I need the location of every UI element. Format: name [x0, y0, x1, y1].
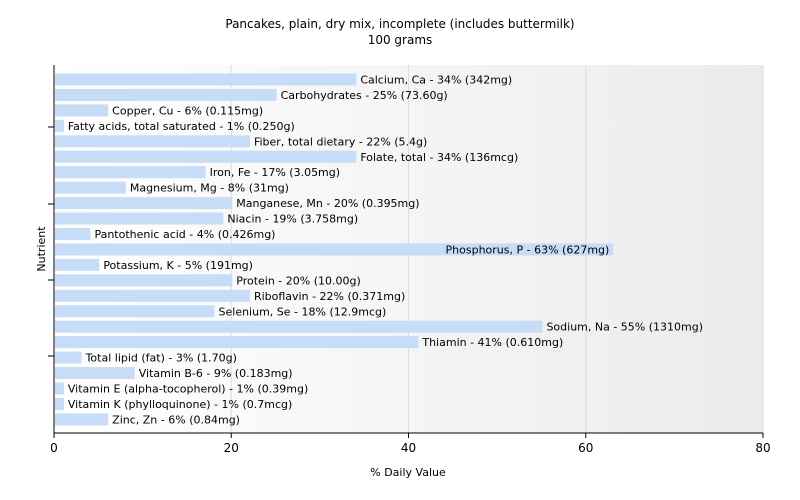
x-axis-title: % Daily Value: [370, 466, 446, 479]
bar-label: Zinc, Zn - 6% (0.84mg): [112, 413, 240, 426]
bar-label: Riboflavin - 22% (0.371mg): [254, 290, 405, 303]
bar-label: Potassium, K - 5% (191mg): [103, 259, 253, 272]
bar-label: Vitamin B-6 - 9% (0.183mg): [139, 367, 293, 380]
bar: [55, 320, 543, 333]
x-axis-ticks: 0 20 40 60 80: [50, 433, 771, 455]
bar: [55, 367, 135, 380]
bar: [55, 135, 250, 148]
bar: [55, 104, 109, 117]
bar: [55, 73, 357, 86]
bars: Calcium, Ca - 34% (342mg) Carbohydrates -…: [55, 73, 703, 426]
bar-label: Total lipid (fat) - 3% (1.70g): [85, 352, 237, 365]
bar: [55, 212, 224, 225]
bar: [55, 397, 64, 410]
bar: [55, 382, 64, 395]
bar-label: Folate, total - 34% (136mcg): [360, 151, 518, 164]
bar-label: Iron, Fe - 17% (3.05mg): [210, 166, 340, 179]
bar: [55, 228, 91, 240]
bar: [55, 88, 277, 101]
bar: [55, 197, 233, 210]
bar-label: Phosphorus, P - 63% (627mg): [446, 243, 610, 256]
chart-subtitle: 100 grams: [368, 33, 433, 47]
bar-label: Manganese, Mn - 20% (0.395mg): [236, 197, 419, 210]
x-tick-label: 0: [50, 441, 58, 455]
x-tick-label: 20: [224, 441, 239, 455]
x-tick-label: 80: [755, 441, 770, 455]
bar: [55, 166, 206, 179]
y-axis-title: Nutrient: [35, 226, 48, 272]
x-tick-label: 40: [401, 441, 416, 455]
bar-label: Thiamin - 41% (0.610mg): [421, 336, 563, 349]
bar-label: Fatty acids, total saturated - 1% (0.250…: [68, 120, 295, 133]
bar: [55, 243, 614, 256]
bar: [55, 351, 82, 364]
bar-label: Fiber, total dietary - 22% (5.4g): [254, 135, 427, 148]
bar-label: Selenium, Se - 18% (12.9mcg): [219, 305, 387, 318]
bar: [55, 336, 419, 349]
bar-label: Protein - 20% (10.00g): [236, 274, 361, 287]
chart-title: Pancakes, plain, dry mix, incomplete (in…: [225, 17, 574, 31]
bar: [55, 274, 233, 287]
bar-label: Copper, Cu - 6% (0.115mg): [112, 104, 263, 117]
bar-label: Carbohydrates - 25% (73.60g): [281, 89, 448, 102]
bar: [55, 289, 250, 302]
bar: [55, 305, 215, 318]
bar: [55, 413, 109, 426]
bar: [55, 258, 100, 271]
bar: [55, 181, 126, 194]
bar-label: Sodium, Na - 55% (1310mg): [546, 321, 703, 334]
bar-label: Niacin - 19% (3.758mg): [227, 213, 358, 226]
y-axis-ticks: [48, 126, 54, 357]
bar-label: Calcium, Ca - 34% (342mg): [360, 74, 512, 87]
bar-label: Magnesium, Mg - 8% (31mg): [130, 182, 289, 195]
bar: [55, 119, 64, 132]
bar: [55, 150, 357, 163]
x-tick-label: 60: [578, 441, 593, 455]
bar-label: Vitamin E (alpha-tocopherol) - 1% (0.39m…: [68, 383, 308, 396]
bar-label: Pantothenic acid - 4% (0.426mg): [94, 228, 275, 241]
bar-label: Vitamin K (phylloquinone) - 1% (0.7mcg): [68, 398, 292, 411]
